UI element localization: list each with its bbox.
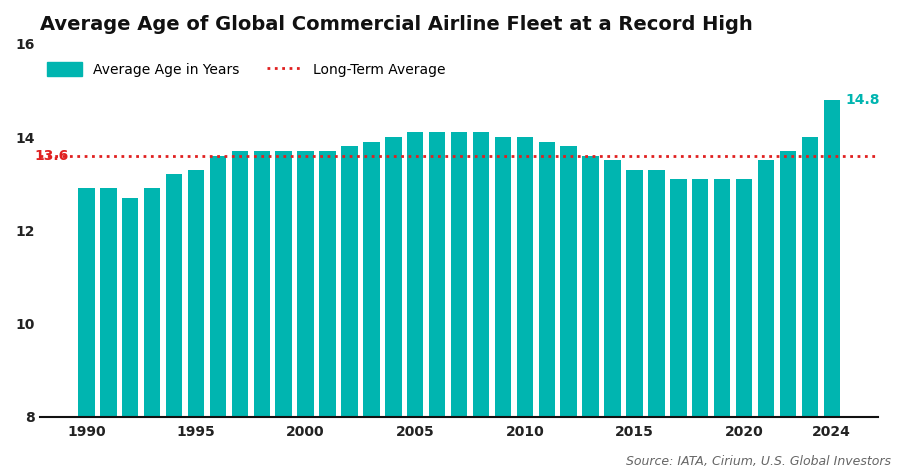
Text: 14.8: 14.8 [845, 93, 879, 107]
Legend: Average Age in Years, Long-Term Average: Average Age in Years, Long-Term Average [47, 62, 446, 77]
Bar [779, 151, 796, 417]
Bar [692, 179, 708, 417]
Bar [802, 137, 818, 417]
Bar [210, 156, 226, 417]
Bar [758, 160, 774, 417]
Text: Source: IATA, Cirium, U.S. Global Investors: Source: IATA, Cirium, U.S. Global Invest… [626, 455, 891, 468]
Bar [714, 179, 731, 417]
Bar [320, 151, 336, 417]
Bar [472, 132, 490, 417]
Bar [824, 100, 840, 417]
Bar [736, 179, 752, 417]
Bar [451, 132, 467, 417]
Bar [670, 179, 687, 417]
Bar [604, 160, 621, 417]
Bar [561, 147, 577, 417]
Bar [100, 188, 116, 417]
Text: 13.6: 13.6 [34, 149, 68, 163]
Bar [297, 151, 314, 417]
Bar [231, 151, 248, 417]
Bar [122, 198, 139, 417]
Bar [275, 151, 292, 417]
Bar [626, 170, 643, 417]
Bar [538, 142, 555, 417]
Bar [495, 137, 511, 417]
Bar [648, 170, 664, 417]
Bar [364, 142, 380, 417]
Bar [385, 137, 401, 417]
Bar [254, 151, 270, 417]
Bar [78, 188, 94, 417]
Text: Average Age of Global Commercial Airline Fleet at a Record High: Average Age of Global Commercial Airline… [40, 15, 752, 34]
Bar [582, 156, 599, 417]
Bar [429, 132, 445, 417]
Bar [407, 132, 424, 417]
Bar [341, 147, 357, 417]
Bar [144, 188, 160, 417]
Bar [166, 175, 183, 417]
Bar [517, 137, 533, 417]
Bar [188, 170, 204, 417]
